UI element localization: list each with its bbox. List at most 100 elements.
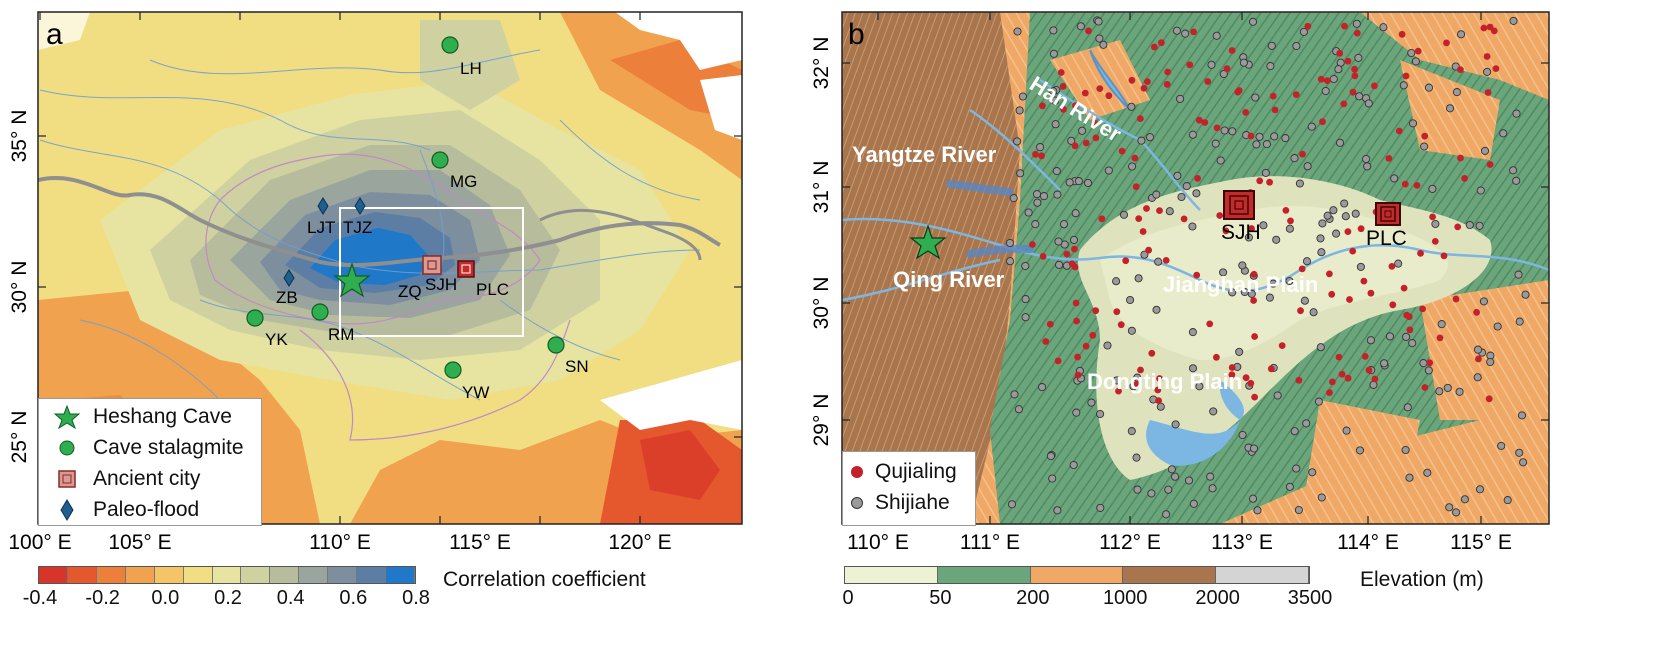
shijiahe-site-dot (1251, 93, 1260, 102)
qujialing-site-dot (1154, 386, 1162, 394)
shijiahe-site-dot (1248, 17, 1258, 26)
qujialing-site-dot (1074, 353, 1081, 361)
shijiahe-site-dot (1112, 277, 1121, 286)
shijiahe-site-dot (1255, 132, 1264, 141)
shijiahe-site-dot (1128, 162, 1137, 171)
shijiahe-site-dot (1173, 171, 1182, 180)
shijiahe-site-dot (1021, 295, 1030, 304)
shijiahe-site-dot (1211, 139, 1220, 148)
shijiahe-site-dot (1083, 178, 1093, 187)
heshang-cave-marker (333, 262, 371, 298)
qujialing-site-dot (1371, 375, 1379, 383)
square-icon (51, 469, 83, 489)
legend-item-shijiahe: Shijiahe (843, 487, 975, 518)
legend-item-heshang: Heshang Cave (39, 401, 261, 432)
shijiahe-site-dot (1184, 476, 1194, 485)
shijiahe-site-dot (1341, 212, 1350, 221)
lat-label-29: 29° N (810, 394, 833, 447)
shijiahe-site-dot (1334, 65, 1343, 74)
shijiahe-site-dot (1369, 380, 1378, 389)
label-jianghan-plain: Jianghan Plain (1163, 272, 1318, 297)
lon-label-113: 113° E (1211, 531, 1273, 554)
shijiahe-site-dot (1407, 48, 1416, 58)
shijiahe-site-dot (1515, 448, 1524, 457)
qujialing-site-dot (1492, 65, 1500, 72)
qujialing-site-dot (1223, 65, 1231, 73)
shijiahe-site-dot (1318, 219, 1327, 228)
qujialing-site-dot (1251, 333, 1258, 340)
qujialing-site-dot (1247, 379, 1255, 387)
site-label-sn: SN (565, 357, 589, 376)
qujialing-site-dot (1349, 247, 1357, 255)
shijiahe-site-dot (1096, 409, 1105, 419)
legend-label-shijiahe: Shijiahe (875, 490, 950, 514)
shijiahe-site-dot (1156, 402, 1165, 411)
shijiahe-site-dot (1145, 133, 1155, 142)
lat-label-30: 30° N (8, 261, 31, 314)
qujialing-site-dot (1426, 359, 1434, 367)
colorbar-a-segment (125, 567, 155, 583)
lon-label-120: 120° E (608, 531, 671, 554)
site-label-ljt: LJT (307, 218, 335, 237)
shijiahe-site-dot (1290, 154, 1299, 163)
shijiahe-site-dot (1267, 41, 1276, 50)
site-label-mg: MG (450, 172, 477, 191)
qujialing-site-dot (1139, 228, 1147, 235)
lon-label-114: 114° E (1337, 531, 1399, 554)
lon-label-100: 100° E (8, 531, 71, 554)
colorbar-b-tick: 2000 (1195, 587, 1240, 609)
qujialing-site-dot (1118, 147, 1126, 155)
shijiahe-site-dot (1140, 250, 1149, 259)
colorbar-a-tick: -0.4 (22, 587, 58, 609)
shijiahe-site-dot (1154, 257, 1163, 266)
qujialing-site-dot (1461, 175, 1468, 182)
qujialing-site-dot (1326, 389, 1333, 396)
colorbar-b-tick: 1000 (1102, 587, 1148, 609)
qujialing-site-dot (1105, 92, 1113, 100)
shijiahe-site-dot (1473, 345, 1483, 354)
shijiahe-site-dot (1307, 122, 1316, 131)
lon-label-115: 115° E (449, 531, 511, 554)
colorbar-a-segment (154, 567, 184, 583)
shijiahe-site-dot (1087, 398, 1096, 407)
lat-label-31: 31° N (810, 161, 833, 214)
shijiahe-site-dot (1249, 444, 1259, 453)
shijiahe-site-dot (1036, 143, 1045, 152)
qujialing-site-dot (1338, 370, 1346, 378)
qujialing-site-dot (1421, 384, 1429, 391)
legend-item-qujialing: Qujialing (843, 456, 975, 487)
panel-b-legend: Qujialing Shijiahe (842, 451, 976, 526)
shijiahe-site-dot (1295, 179, 1304, 188)
shijiahe-site-dot (1071, 209, 1080, 218)
shijiahe-site-dot (1051, 120, 1060, 129)
qujialing-site-dot (1292, 91, 1300, 98)
shijiahe-site-dot (1192, 189, 1201, 198)
shijiahe-site-dot (1385, 332, 1395, 341)
qujialing-site-dot (1098, 215, 1106, 223)
shijiahe-site-dot (1435, 387, 1444, 396)
qujialing-site-dot (1073, 317, 1080, 325)
colorbar-a-segment (357, 567, 387, 583)
colorbar-a-segment (328, 567, 358, 583)
shijiahe-site-dot (1379, 23, 1388, 32)
site-label-rm: RM (328, 325, 354, 344)
shijiahe-site-dot (1509, 16, 1518, 25)
label-sjh: SJH (1221, 221, 1261, 244)
shijiahe-site-dot (1134, 274, 1143, 283)
qujialing-site-dot (1089, 331, 1097, 339)
shijiahe-site-dot (1033, 198, 1042, 207)
shijiahe-site-dot (1292, 41, 1301, 51)
shijiahe-site-dot (1235, 347, 1244, 356)
shijiahe-site-dot (1104, 166, 1113, 175)
plc-city-marker (1375, 202, 1401, 226)
shijiahe-site-dot (1031, 220, 1040, 229)
qujialing-site-dot (1271, 106, 1279, 114)
qujialing-site-dot (1414, 47, 1422, 55)
qujialing-site-dot (1335, 353, 1343, 361)
shijiahe-site-dot (1270, 132, 1279, 141)
shijiahe-site-dot (1132, 453, 1141, 462)
label-dongting-plain: Dongting Plain (1087, 369, 1242, 394)
qujialing-site-dot (1398, 30, 1406, 38)
shijiahe-site-dot (1408, 339, 1417, 348)
shijiahe-site-dot (1096, 503, 1105, 512)
